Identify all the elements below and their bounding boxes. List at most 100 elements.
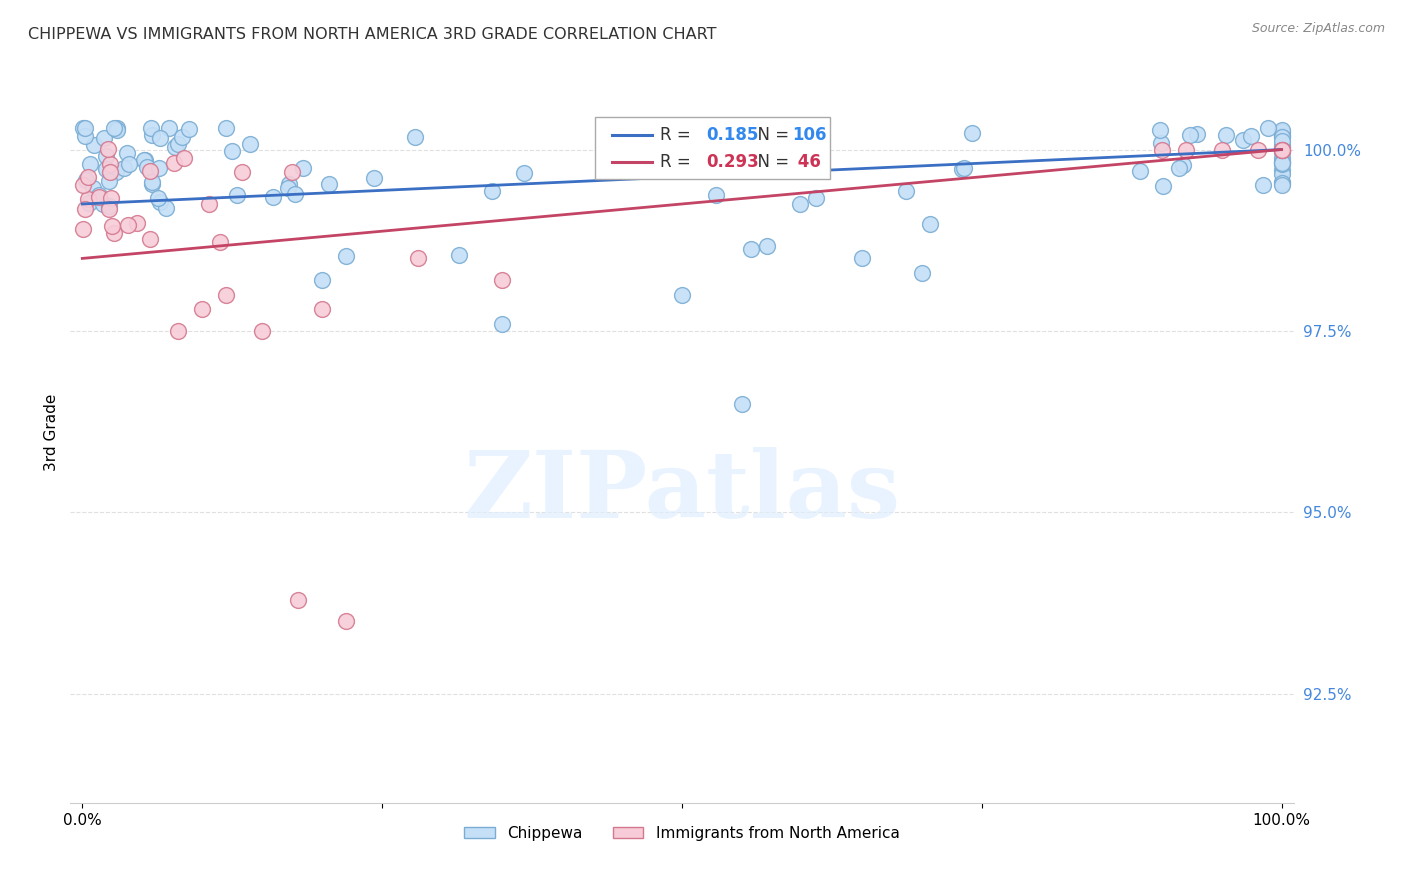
Point bbox=[1270, 178, 1292, 192]
Point bbox=[231, 165, 253, 179]
Point bbox=[155, 202, 177, 216]
Point bbox=[72, 178, 94, 192]
Point bbox=[77, 195, 100, 210]
Point bbox=[1270, 125, 1292, 139]
Point bbox=[1270, 176, 1292, 190]
Point bbox=[98, 202, 121, 216]
Point bbox=[596, 158, 619, 172]
Point bbox=[198, 197, 221, 211]
Point bbox=[163, 155, 186, 169]
Point bbox=[94, 161, 117, 176]
Point bbox=[1270, 128, 1292, 142]
Point bbox=[138, 164, 160, 178]
Point bbox=[335, 249, 357, 263]
Point bbox=[1171, 158, 1194, 172]
Point bbox=[149, 194, 172, 209]
Point bbox=[950, 162, 973, 177]
Point bbox=[191, 302, 214, 317]
Point bbox=[170, 130, 193, 145]
Text: N =: N = bbox=[747, 153, 794, 171]
Point bbox=[221, 145, 243, 159]
Point bbox=[98, 165, 121, 179]
Point bbox=[1270, 140, 1292, 154]
Point bbox=[141, 128, 163, 142]
Point bbox=[100, 191, 122, 205]
Text: 0.293: 0.293 bbox=[706, 153, 759, 171]
Point bbox=[1270, 151, 1292, 165]
Point bbox=[740, 242, 762, 256]
Text: CHIPPEWA VS IMMIGRANTS FROM NORTH AMERICA 3RD GRADE CORRELATION CHART: CHIPPEWA VS IMMIGRANTS FROM NORTH AMERIC… bbox=[28, 27, 717, 42]
Point bbox=[284, 187, 307, 202]
Point bbox=[1270, 143, 1292, 157]
Point bbox=[1270, 157, 1292, 171]
Point bbox=[72, 222, 94, 236]
Point bbox=[278, 177, 301, 191]
Point bbox=[157, 120, 180, 135]
Point bbox=[960, 126, 983, 140]
Point bbox=[896, 185, 918, 199]
Text: N =: N = bbox=[747, 126, 794, 144]
Point bbox=[851, 252, 873, 266]
Point bbox=[163, 140, 186, 154]
Point bbox=[1152, 178, 1174, 193]
Point bbox=[731, 396, 754, 410]
Point bbox=[1270, 138, 1292, 153]
Point bbox=[82, 181, 104, 195]
Text: 106: 106 bbox=[792, 126, 827, 144]
Point bbox=[115, 146, 138, 161]
Point bbox=[117, 218, 139, 232]
Point bbox=[1270, 143, 1292, 157]
Point bbox=[73, 120, 96, 135]
Point bbox=[146, 190, 169, 204]
Point bbox=[363, 171, 385, 186]
Point bbox=[1270, 175, 1292, 189]
Point bbox=[1215, 128, 1237, 142]
Point bbox=[73, 202, 96, 216]
Point bbox=[148, 161, 170, 176]
Point bbox=[1270, 155, 1292, 169]
Point bbox=[1174, 143, 1197, 157]
Y-axis label: 3rd Grade: 3rd Grade bbox=[44, 394, 59, 471]
Point bbox=[1270, 144, 1292, 158]
Point bbox=[167, 324, 190, 338]
Point bbox=[166, 137, 188, 152]
Point bbox=[83, 137, 105, 152]
Point bbox=[1270, 134, 1292, 148]
Text: 46: 46 bbox=[792, 153, 821, 171]
Point bbox=[1187, 127, 1209, 141]
Point bbox=[1211, 143, 1233, 157]
Point bbox=[89, 190, 111, 204]
Point bbox=[139, 231, 162, 245]
Point bbox=[1270, 162, 1292, 177]
Point bbox=[98, 199, 121, 213]
Point bbox=[98, 174, 121, 188]
Point bbox=[704, 188, 727, 202]
Point bbox=[335, 615, 357, 629]
Point bbox=[1270, 145, 1292, 160]
Point bbox=[132, 153, 155, 167]
Point bbox=[125, 216, 148, 230]
Text: Source: ZipAtlas.com: Source: ZipAtlas.com bbox=[1251, 22, 1385, 36]
Point bbox=[79, 157, 101, 171]
Point bbox=[177, 122, 200, 136]
Point bbox=[262, 190, 284, 204]
Point bbox=[406, 252, 429, 266]
Point bbox=[1270, 130, 1292, 145]
Point bbox=[789, 197, 811, 211]
Point bbox=[72, 120, 94, 135]
Point bbox=[1150, 143, 1173, 157]
Point bbox=[98, 156, 121, 170]
Point bbox=[105, 120, 128, 135]
Point bbox=[1270, 123, 1292, 137]
Point bbox=[1240, 129, 1263, 144]
Point bbox=[87, 188, 110, 202]
Point bbox=[76, 169, 98, 184]
Point bbox=[97, 142, 120, 156]
Text: ZIPatlas: ZIPatlas bbox=[464, 447, 900, 537]
Point bbox=[671, 287, 693, 301]
Point bbox=[911, 266, 934, 280]
Point bbox=[287, 592, 309, 607]
Point bbox=[311, 273, 333, 287]
Point bbox=[513, 166, 536, 180]
Point bbox=[139, 120, 162, 135]
